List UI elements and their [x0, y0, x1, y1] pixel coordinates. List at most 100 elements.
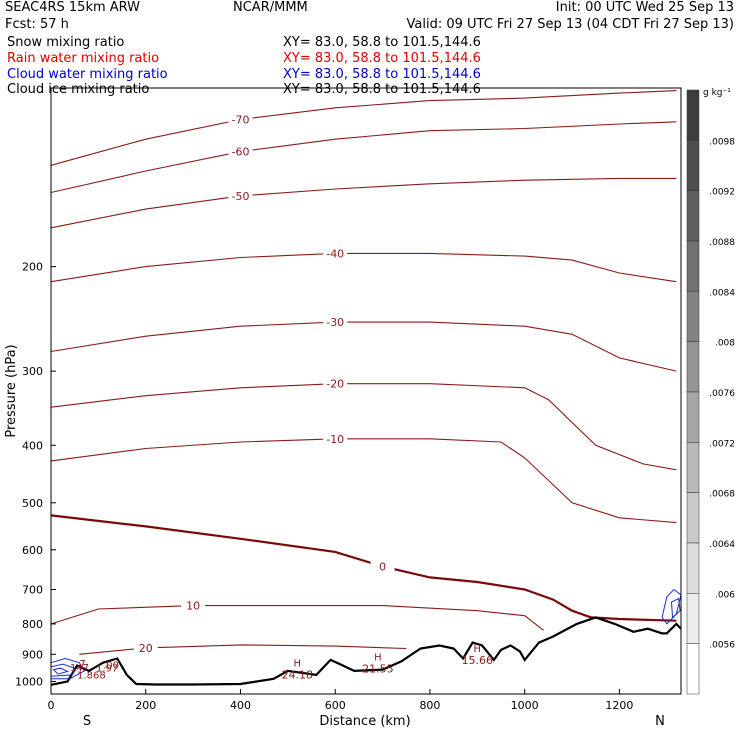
colorbar-swatch [686, 341, 700, 393]
cloud-value-label: .00 [103, 661, 119, 672]
contour-label-bg [323, 315, 348, 328]
colorbar-label: .0098 [709, 137, 735, 147]
cloud-water-contour [670, 597, 681, 619]
y-tick-label: 1000 [15, 675, 43, 688]
y-tick-label: 500 [22, 497, 43, 510]
field-xy-rain: XY= 83.0, 58.8 to 101.5,144.6 [283, 51, 481, 66]
terrain-line [50, 616, 682, 686]
field-xy-cloud-water: XY= 83.0, 58.8 to 101.5,144.6 [283, 67, 481, 82]
field-name-cloud-water: Cloud water mixing ratio [7, 67, 168, 82]
colorbar-swatch [686, 442, 700, 493]
field-xy-snow: XY= 83.0, 58.8 to 101.5,144.6 [283, 35, 481, 50]
contour-label: 0 [379, 560, 386, 573]
temperature-contour [50, 90, 677, 166]
temperature-contour [79, 644, 407, 655]
field-name-rain: Rain water mixing ratio [7, 51, 160, 66]
y-tick-label: 600 [22, 544, 43, 557]
valid-time: Valid: 09 UTC Fri 27 Sep 13 (04 CDT Fri … [406, 17, 734, 32]
y-tick-label: 700 [22, 584, 43, 597]
colorbar-unit: g kg⁻¹ [703, 88, 731, 98]
colorbar-swatch [686, 240, 700, 292]
contour-label-bg [133, 640, 158, 653]
colorbar-swatch [686, 140, 700, 191]
high-marker: H [294, 659, 302, 670]
y-axis-title: Pressure (hPa) [4, 344, 19, 437]
colorbar-swatch [686, 89, 700, 141]
contour-label-bg [323, 431, 348, 444]
colorbar-swatch [686, 643, 700, 695]
y-tick-label: 200 [22, 261, 43, 274]
x-tick-label: 200 [135, 699, 156, 712]
contour-label: -70 [231, 113, 249, 126]
cloud-value-label: 147 [70, 663, 89, 674]
x-tick-label: 1000 [511, 699, 539, 712]
contour-label: -40 [326, 247, 344, 260]
x-tick-label: 400 [230, 699, 251, 712]
colorbar-label: .0064 [709, 540, 735, 550]
contour-label: 20 [139, 642, 153, 655]
y-tick-label: 400 [22, 439, 43, 452]
colorbar-label: .0076 [709, 389, 735, 399]
temperature-contour [50, 321, 677, 372]
colorbar: .0098 .0092 .0088 .0084 .008 .0076 .0072 .0068.… [686, 89, 735, 695]
temperature-contour [50, 383, 677, 471]
temperature-contour [50, 438, 677, 524]
temperature-contour [50, 177, 677, 229]
temperature-contour [50, 514, 677, 622]
contour-label: -60 [231, 146, 249, 159]
high-value: 21.55 [362, 662, 394, 675]
high-value: 15.66 [462, 654, 494, 667]
y-tick-label: 800 [22, 618, 43, 631]
init-time: Init: 00 UTC Wed 25 Sep 13 [555, 0, 734, 15]
colorbar-label: .0088 [709, 238, 735, 248]
contour-label: -50 [231, 190, 249, 203]
contour-label: -10 [326, 433, 344, 446]
colorbar-label: .0084 [709, 288, 735, 298]
high-marker: H [474, 644, 482, 655]
contour-label: -30 [326, 316, 344, 329]
colorbar-swatch [686, 593, 700, 644]
contour-label-bg [228, 188, 253, 201]
x-end-label-north: N [655, 714, 665, 729]
colorbar-label: .0068 [709, 490, 735, 500]
cloud-water-contour [52, 667, 70, 675]
x-tick-label: 800 [419, 699, 440, 712]
temperature-contour [50, 121, 677, 194]
y-tick-label: 300 [22, 365, 43, 378]
x-tick-label: 600 [325, 699, 346, 712]
field-name-snow: Snow mixing ratio [7, 35, 125, 50]
contour-label-bg [228, 112, 253, 125]
colorbar-swatch [686, 391, 700, 443]
x-axis-title: Distance (km) [319, 714, 410, 729]
colorbar-label: .0092 [709, 188, 735, 198]
contour-label-bg [228, 144, 253, 157]
colorbar-swatch [686, 492, 700, 544]
x-end-label-south: S [83, 714, 91, 729]
x-tick-label: 1200 [605, 699, 633, 712]
forecast-hour: Fcst: 57 h [5, 17, 69, 32]
temperature-contour [50, 252, 677, 283]
plot-frame [50, 87, 682, 695]
high-value: 24.18 [282, 669, 314, 682]
contour-label: -20 [326, 378, 344, 391]
model-title: SEAC4RS 15km ARW [5, 0, 141, 15]
cloud-value-label: 1.97 [96, 663, 118, 674]
colorbar-swatch [686, 542, 700, 594]
contour-label: 10 [186, 600, 200, 613]
high-marker: H [374, 652, 382, 663]
y-tick-label: 900 [22, 648, 43, 661]
contour-label-bg [323, 376, 348, 389]
x-tick-label: 0 [48, 699, 55, 712]
org-label: NCAR/MMM [233, 0, 308, 15]
contour-label-bg [370, 559, 395, 572]
colorbar-label: .006 [715, 590, 735, 600]
contour-label-bg [323, 246, 348, 259]
cloud-value-label: 7 [79, 659, 85, 670]
temperature-contour [50, 605, 544, 631]
colorbar-swatch [686, 190, 700, 242]
colorbar-label: .0072 [709, 439, 735, 449]
colorbar-label: .008 [715, 339, 735, 349]
field-xy-cloud-ice: XY= 83.0, 58.8 to 101.5,144.6 [283, 82, 481, 97]
field-name-cloud-ice: Cloud ice mixing ratio [7, 82, 150, 97]
